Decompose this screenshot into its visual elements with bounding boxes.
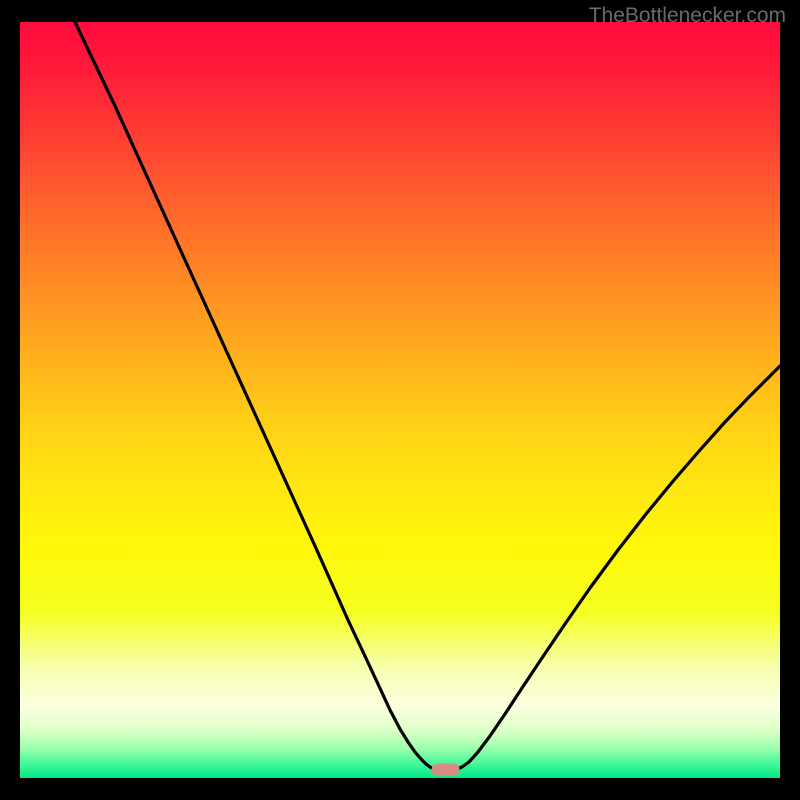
chart-stage: TheBottlenecker.com <box>0 0 800 800</box>
plot-area <box>20 22 780 778</box>
chart-svg <box>20 22 780 778</box>
gradient-background <box>20 22 780 778</box>
watermark-text: TheBottlenecker.com <box>589 4 786 28</box>
optimum-marker <box>432 764 460 776</box>
